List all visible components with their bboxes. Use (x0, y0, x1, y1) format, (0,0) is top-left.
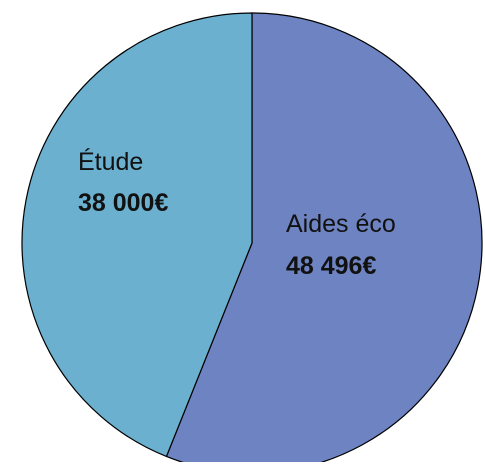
pie-slice-etude (21, 12, 253, 458)
labels-layer: Aides éco 48 496€ Étude 38 000€ (78, 147, 396, 280)
slice-label-etude: Étude 38 000€ (78, 147, 168, 217)
pie-slice-aides-eco (165, 12, 483, 467)
slice-label-aides-eco: Aides éco 48 496€ (286, 210, 396, 280)
slice-value-aides-eco: 48 496€ (286, 252, 376, 280)
slices-layer (21, 12, 483, 467)
slice-name-etude: Étude (78, 147, 143, 176)
slice-name-aides-eco: Aides éco (286, 210, 396, 238)
slice-value-etude: 38 000€ (78, 189, 168, 217)
